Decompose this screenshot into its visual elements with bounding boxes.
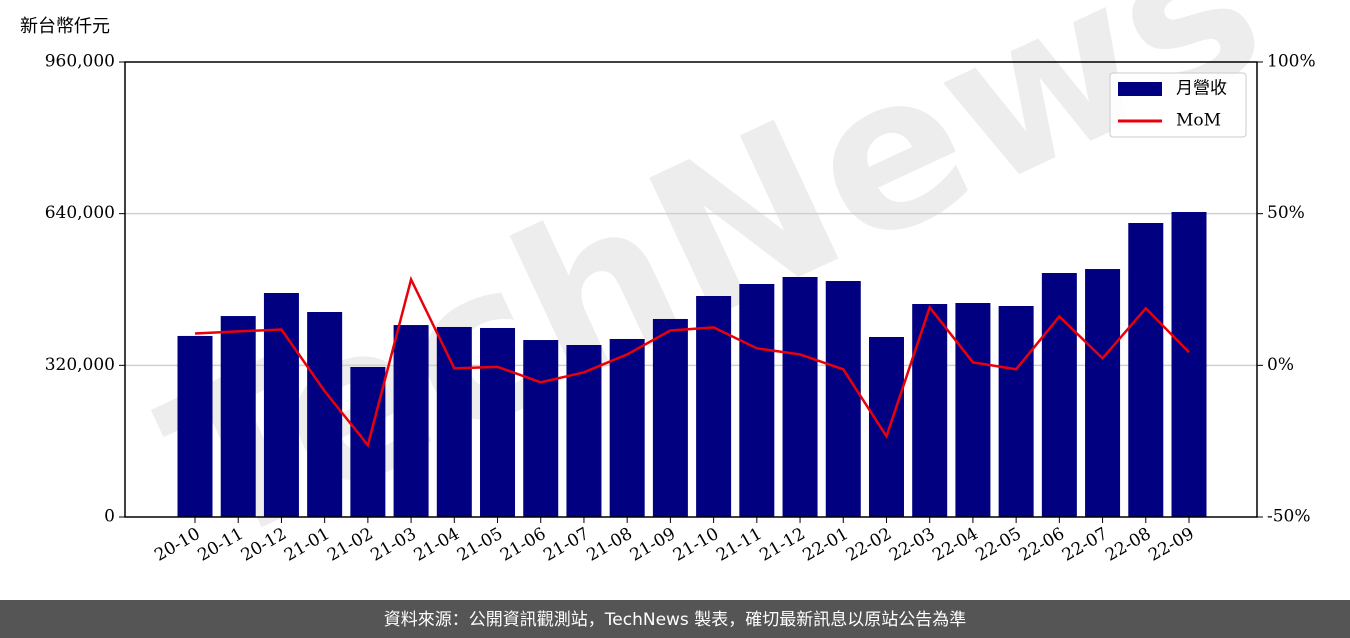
x-tick-label: 22-04 xyxy=(929,524,981,566)
bar xyxy=(307,312,343,517)
bar xyxy=(480,327,516,517)
x-tick-label: 22-01 xyxy=(800,524,852,566)
bar xyxy=(393,325,429,517)
bar xyxy=(177,335,213,517)
bar xyxy=(436,326,472,517)
legend-label: MoM xyxy=(1176,111,1221,131)
y-tick-label: 640,000 xyxy=(45,203,115,223)
x-tick-label: 21-04 xyxy=(411,524,463,566)
x-tick-label: 22-08 xyxy=(1102,524,1154,566)
bar xyxy=(1041,273,1077,517)
line xyxy=(194,275,1190,448)
x-tick-label: 21-11 xyxy=(713,524,765,566)
bar xyxy=(825,281,861,517)
x-tick-label: 22-05 xyxy=(972,524,1024,566)
x-tick-label: 22-03 xyxy=(886,524,938,566)
x-tick-label: 21-08 xyxy=(583,524,635,566)
bar xyxy=(912,304,948,517)
x-tick-label: 21-05 xyxy=(454,524,506,566)
y2-tick-label: 0% xyxy=(1267,355,1294,375)
x-tick-label: 21-06 xyxy=(497,524,549,566)
y-tick-label: 320,000 xyxy=(45,355,115,375)
x-tick-label: 20-10 xyxy=(151,524,203,566)
bar xyxy=(263,293,299,517)
x-tick-label: 22-07 xyxy=(1059,524,1111,566)
y2-tick-label: 50% xyxy=(1267,203,1305,223)
bar xyxy=(566,345,602,517)
bar xyxy=(1128,223,1164,517)
x-tick-label: 22-02 xyxy=(843,524,895,566)
bar xyxy=(220,316,256,517)
y2-tick-label: -50% xyxy=(1267,507,1311,527)
plot-frame xyxy=(124,61,1258,518)
bar xyxy=(739,284,775,517)
footer-bar xyxy=(0,600,1350,638)
footer-text: 資料來源：公開資訊觀測站，TechNews 製表，確切最新訊息以原站公告為準 xyxy=(384,610,966,630)
x-tick-label: 22-06 xyxy=(1016,524,1068,566)
legend-swatch xyxy=(1118,82,1162,96)
x-tick-label: 21-10 xyxy=(670,524,722,566)
y-tick-label: 0 xyxy=(104,507,115,527)
y-axis-label: 新台幣仟元 xyxy=(20,16,110,37)
x-tick-label: 21-09 xyxy=(627,524,679,566)
y2-tick-label: 100% xyxy=(1267,52,1316,72)
bar xyxy=(955,303,991,517)
x-tick-label: 21-03 xyxy=(367,524,419,566)
bar xyxy=(1085,269,1121,517)
y-tick-label: 960,000 xyxy=(45,52,115,72)
bar xyxy=(998,305,1034,517)
bar xyxy=(1171,212,1207,517)
x-tick-label: 22-09 xyxy=(1145,524,1197,566)
bar xyxy=(652,318,688,517)
legend-label: 月營收 xyxy=(1176,79,1227,99)
x-tick-label: 21-12 xyxy=(756,524,808,566)
bar xyxy=(609,338,645,517)
bar xyxy=(868,336,904,517)
bar xyxy=(523,340,559,517)
bar xyxy=(782,276,818,517)
x-tick-label: 21-07 xyxy=(540,524,592,566)
